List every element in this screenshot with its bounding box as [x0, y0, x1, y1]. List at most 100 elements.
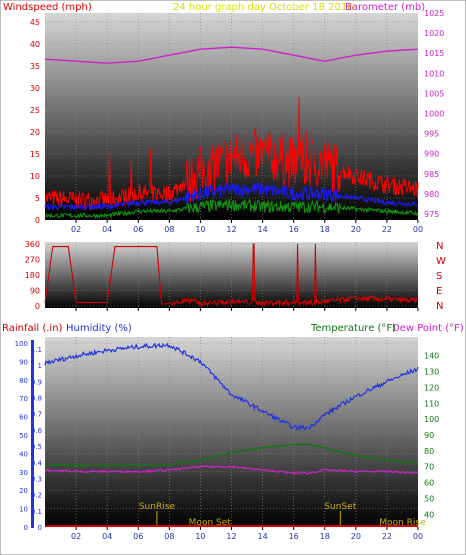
- time-tick-label: 18: [320, 532, 330, 541]
- temperature-tick-label: 70: [424, 463, 434, 472]
- windspeed-tick-label: 25: [30, 106, 40, 115]
- time-tick-label: 20: [351, 532, 361, 541]
- temperature-tick-label: 80: [424, 447, 434, 456]
- humidity-tick-label: 40: [19, 450, 28, 458]
- windspeed-label: Windspeed (mph): [3, 2, 92, 13]
- time-tick-label: 00: [413, 532, 423, 541]
- temperature-tick-label: 120: [424, 383, 439, 392]
- humidity-tick-label: 80: [19, 377, 28, 385]
- time-tick-label: 14: [257, 532, 267, 541]
- time-tick-label: 10: [195, 225, 205, 234]
- barometer-tick-label: 975: [424, 210, 439, 219]
- rainfall-tick-label: 1.1: [31, 346, 42, 354]
- rainfall-tick-label: 0.3: [31, 475, 42, 483]
- barometer-tick-label: 1000: [424, 109, 444, 118]
- low-wind-series-line: [44, 198, 419, 220]
- time-tick-label: 10: [195, 532, 205, 541]
- time-tick-label: 00: [413, 225, 423, 234]
- humidity-tick-label: 30: [19, 469, 28, 477]
- windspeed-tick-label: 45: [30, 18, 40, 27]
- bottom-series-group: [44, 342, 419, 527]
- time-tick-label: 08: [164, 532, 174, 541]
- compass-label: S: [436, 271, 442, 282]
- humidity-tick-label: 90: [19, 358, 28, 366]
- temperature-tick-label: 100: [424, 415, 439, 424]
- bottom-plot-area: [45, 337, 418, 527]
- barometer-tick-label: 980: [424, 190, 439, 199]
- time-tick-label: 16: [289, 225, 299, 234]
- direction-tick-label: 360: [25, 240, 40, 249]
- event-label: SunSet: [324, 502, 356, 512]
- rainfall-tick-label: 0.5: [31, 443, 42, 451]
- windspeed-tick-label: 30: [30, 84, 40, 93]
- time-tick-label: 14: [257, 225, 267, 234]
- temperature-series-line: [44, 443, 419, 467]
- temperature-tick-label: 90: [424, 431, 434, 440]
- direction-tick-label: 180: [25, 271, 40, 280]
- compass-label: W: [436, 256, 446, 267]
- humidity-label: Humidity (%): [66, 323, 132, 334]
- rainfall-tick-label: 0.4: [31, 459, 43, 467]
- barometer-tick-label: 1010: [424, 69, 444, 78]
- barometer-tick-label: 1025: [424, 9, 444, 18]
- rainfall-tick-label: 0.8: [31, 395, 42, 403]
- barometer-tick-label: 1015: [424, 49, 444, 58]
- time-tick-label: 04: [102, 532, 112, 541]
- humidity-tick-label: 10: [19, 506, 28, 514]
- time-tick-label: 18: [320, 225, 330, 234]
- humidity-tick-label: 60: [19, 414, 28, 422]
- gust-series-line: [44, 97, 419, 211]
- event-label: Moon Set: [189, 518, 232, 528]
- time-tick-label: 08: [164, 225, 174, 234]
- humidity-tick-label: 100: [15, 340, 28, 348]
- rainfall-tick-label: 0.9: [31, 378, 42, 386]
- average-wind-series-line: [44, 182, 418, 212]
- direction-tick-label: 90: [30, 287, 40, 296]
- time-tick-label: 12: [226, 532, 236, 541]
- temperature-tick-label: 140: [424, 352, 439, 361]
- windspeed-tick-label: 10: [30, 172, 40, 181]
- dew-point-series-line: [44, 464, 419, 475]
- direction-tick-label: 270: [25, 256, 40, 265]
- temperature-tick-label: 110: [424, 399, 439, 408]
- windspeed-tick-label: 15: [30, 150, 40, 159]
- temperature-label: Temperature (°F): [310, 323, 396, 334]
- direction-series-group: [44, 243, 419, 308]
- bottom-panel: 00.10.20.30.40.50.60.70.80.911.1 0102030…: [2, 323, 464, 541]
- bottom-time-axis: 02 04 06 08 10 12 14 16 18 20 22 00: [71, 527, 423, 541]
- windspeed-tick-label: 5: [35, 194, 40, 203]
- barometer-series-line: [44, 46, 419, 64]
- top-title: 24 hour graph day October 18 2016: [173, 2, 354, 13]
- compass-label: N: [436, 301, 443, 312]
- temperature-tick-label: 60: [424, 479, 434, 488]
- humidity-series-line: [44, 342, 419, 432]
- wind-direction-series-line: [44, 243, 419, 308]
- rainfall-tick-label: 1: [38, 362, 42, 370]
- time-tick-label: 12: [226, 225, 236, 234]
- time-tick-label: 02: [71, 532, 81, 541]
- time-tick-label: 22: [382, 532, 392, 541]
- time-tick-label: 04: [102, 225, 112, 234]
- time-tick-label: 02: [71, 225, 81, 234]
- time-tick-label: 22: [382, 225, 392, 234]
- windspeed-tick-label: 0: [35, 216, 40, 225]
- barometer-tick-label: 985: [424, 170, 439, 179]
- barometer-tick-label: 1005: [424, 89, 444, 98]
- direction-time-axis: [75, 308, 419, 311]
- event-label: SunRise: [139, 502, 176, 512]
- dew-point-label: Dew Point (°F): [392, 323, 464, 334]
- rainfall-tick-label: 0.7: [31, 411, 42, 419]
- compass-label: E: [436, 286, 442, 297]
- rainfall-tick-label: 0.2: [31, 492, 42, 500]
- top-left-axis: 0 5 10 15 20 25 30 35 40 45: [30, 18, 40, 225]
- windspeed-tick-label: 40: [30, 40, 40, 49]
- rainfall-tick-label: 0.1: [31, 508, 42, 516]
- time-tick-label: 06: [133, 532, 143, 541]
- rainfall-tick-label: 0.6: [31, 427, 43, 435]
- top-right-axis: 975 980 985 990 995 1000 1005 1010 1015 1020 1025: [424, 9, 444, 219]
- barometer-tick-label: 995: [424, 130, 439, 139]
